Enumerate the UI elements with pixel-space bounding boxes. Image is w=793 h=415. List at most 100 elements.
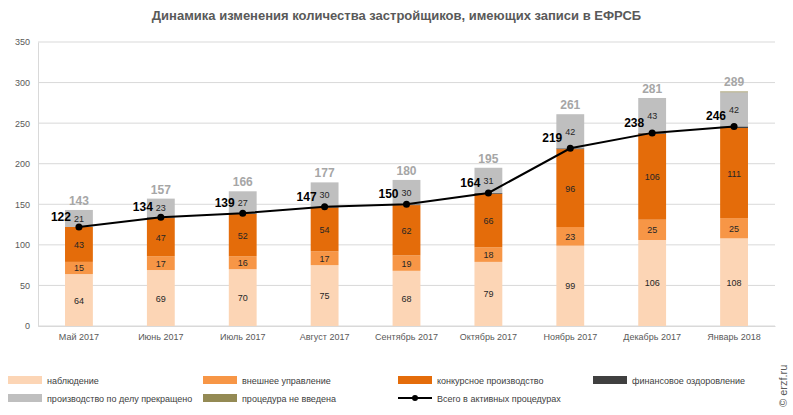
x-tick: Январь 2018 xyxy=(707,326,760,342)
x-tick: Август 2017 xyxy=(300,326,350,342)
total-label: 195 xyxy=(478,152,498,166)
y-tick-label: 350 xyxy=(15,37,30,47)
totals: 143157166177180195261281289 xyxy=(69,75,744,207)
x-tick: Сентябрь 2017 xyxy=(375,326,438,342)
y-axis-line xyxy=(38,43,39,327)
line-marker xyxy=(403,201,410,208)
data-label: 17 xyxy=(320,254,330,264)
legend-label: производство по делу прекращено xyxy=(47,394,192,404)
data-label: 106 xyxy=(645,278,660,288)
x-tick-label: Январь 2018 xyxy=(707,332,760,342)
data-label: 68 xyxy=(401,294,411,304)
y-tick: 0 xyxy=(25,321,38,331)
data-label: 16 xyxy=(238,258,248,268)
y-tick-label: 100 xyxy=(15,240,30,250)
data-label: 66 xyxy=(483,216,493,226)
legend-marker xyxy=(412,395,418,401)
bar-segment xyxy=(720,238,748,326)
line-data-label: 147 xyxy=(297,190,317,204)
x-tick: Ноябрь 2017 xyxy=(543,326,597,342)
line-data-label: 150 xyxy=(378,187,398,201)
legend-item: Всего в активных процедурах xyxy=(398,394,561,404)
total-label: 281 xyxy=(642,82,662,96)
line-data-label: 164 xyxy=(460,176,480,190)
data-label: 21 xyxy=(74,214,84,224)
data-label: 43 xyxy=(647,111,657,121)
data-label: 69 xyxy=(156,294,166,304)
total-label: 177 xyxy=(315,166,335,180)
line xyxy=(79,126,734,227)
bar-segment xyxy=(393,271,421,326)
x-tick-label: Август 2017 xyxy=(300,332,350,342)
bar-segment xyxy=(147,218,175,256)
total-label: 289 xyxy=(724,75,744,89)
grid-line xyxy=(38,82,775,83)
lines xyxy=(75,123,737,231)
bar-segment xyxy=(147,270,175,326)
bar-segment xyxy=(393,205,421,255)
x-axis: Май 2017Июнь 2017Июль 2017Август 2017Сен… xyxy=(39,326,776,342)
y-axis: 050100150200250300350 xyxy=(15,37,39,331)
legend-item: внешнее управление xyxy=(203,376,331,386)
legend-label: финансовое оздоровление xyxy=(632,376,745,386)
bar-segment xyxy=(229,214,257,256)
data-label: 79 xyxy=(483,289,493,299)
bar-segment xyxy=(229,256,257,269)
bar-segment xyxy=(147,256,175,270)
bar-segment xyxy=(65,274,93,326)
legend: наблюдениевнешнее управлениеконкурсное п… xyxy=(8,376,745,404)
data-label: 27 xyxy=(238,198,248,208)
bar-segment xyxy=(311,208,339,252)
data-label: 18 xyxy=(483,250,493,260)
data-label: 96 xyxy=(565,184,575,194)
data-label: 43 xyxy=(74,240,84,250)
bar-segment xyxy=(556,227,584,246)
y-tick: 350 xyxy=(15,37,38,47)
legend-swatch xyxy=(8,394,42,402)
x-tick: Июнь 2017 xyxy=(138,326,183,342)
plot: 050100150200250300350Май 2017Июнь 2017Ию… xyxy=(15,37,776,342)
data-label: 42 xyxy=(729,105,739,115)
bar-segment xyxy=(229,191,257,192)
line-marker xyxy=(75,224,82,231)
bar-segment xyxy=(638,134,666,220)
bar-segment xyxy=(638,220,666,240)
data-label: 19 xyxy=(401,259,411,269)
legend-swatch xyxy=(8,376,42,384)
legend-item: процедура не введена xyxy=(203,394,336,404)
bar-segment xyxy=(229,269,257,326)
y-tick: 150 xyxy=(15,200,38,210)
y-tick: 250 xyxy=(15,119,38,129)
x-tick-label: Октябрь 2017 xyxy=(460,332,517,342)
data-label: 30 xyxy=(401,188,411,198)
legend-item: наблюдение xyxy=(8,376,99,386)
line-marker xyxy=(731,123,738,130)
line-data-label: 219 xyxy=(542,131,562,145)
data-label: 111 xyxy=(727,169,741,179)
total-label: 143 xyxy=(69,194,89,208)
data-label: 25 xyxy=(647,225,657,235)
bar-segment xyxy=(474,167,502,168)
legend-swatch xyxy=(203,394,237,402)
data-label: 23 xyxy=(156,203,166,213)
x-tick-label: Июль 2017 xyxy=(220,332,265,342)
bar-segment xyxy=(638,240,666,326)
bar-segment xyxy=(311,182,339,183)
data-label: 17 xyxy=(156,259,166,269)
y-tick-label: 150 xyxy=(15,200,30,210)
bar-segment xyxy=(311,265,339,326)
bar-segment xyxy=(638,97,666,98)
data-label: 23 xyxy=(565,232,575,242)
y-tick: 200 xyxy=(15,159,38,169)
bar-segment xyxy=(147,198,175,199)
y-tick-label: 300 xyxy=(15,78,30,88)
data-label: 70 xyxy=(238,293,248,303)
title: Динамика изменения количества застройщик… xyxy=(152,8,641,23)
bar-segment xyxy=(311,251,339,265)
legend-label: внешнее управление xyxy=(242,376,331,386)
data-label: 47 xyxy=(156,233,166,243)
grid xyxy=(38,42,775,326)
x-tick-label: Сентябрь 2017 xyxy=(375,332,438,342)
data-label: 54 xyxy=(320,225,330,235)
bar-segment xyxy=(474,247,502,262)
